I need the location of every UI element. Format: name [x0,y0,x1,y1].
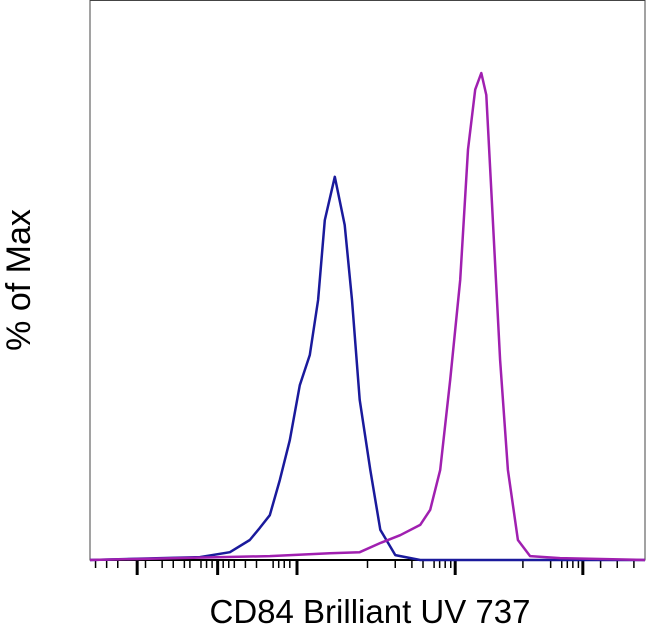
plot-frame [89,0,646,561]
histogram-line [89,175,645,562]
x-axis-label: CD84 Brilliant UV 737 [210,593,531,630]
y-axis-label: % of Max [0,209,38,351]
histogram-line [89,71,646,562]
